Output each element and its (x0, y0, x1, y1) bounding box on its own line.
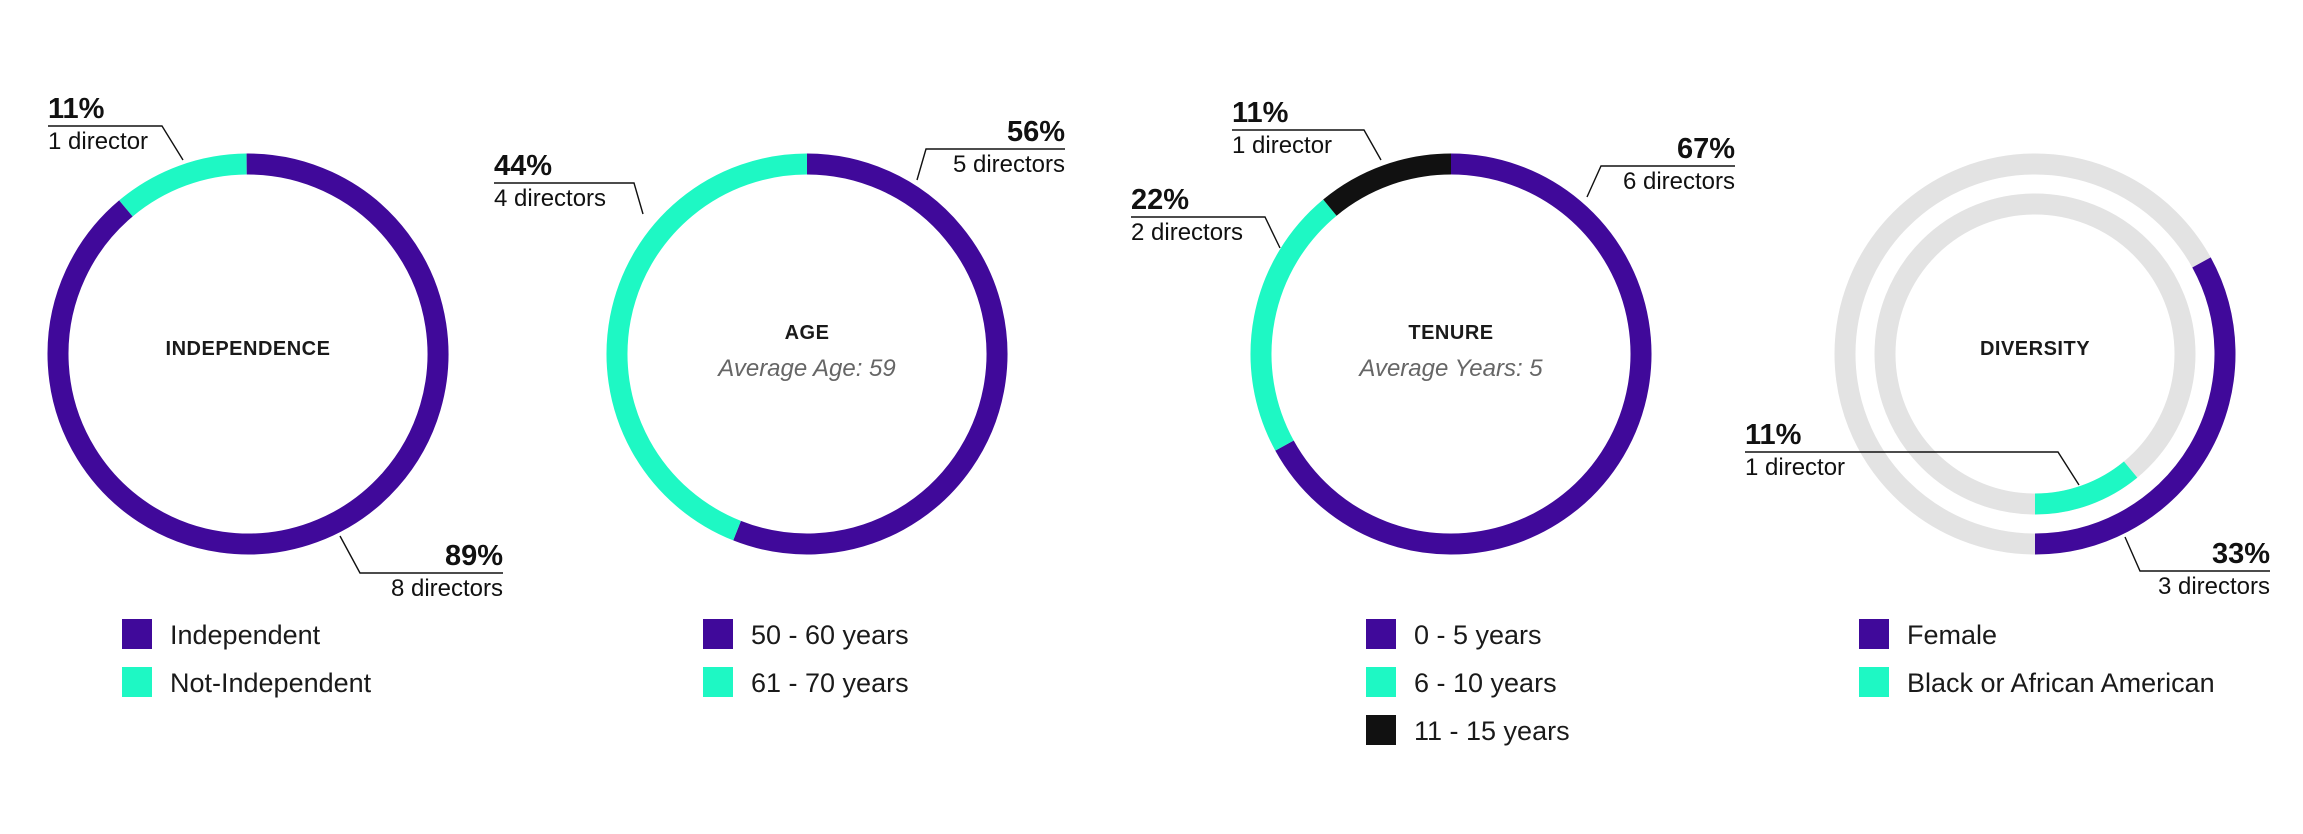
legend-swatch (1366, 619, 1396, 649)
age-slice-50-60-years (733, 153, 1008, 555)
legend-swatch (703, 667, 733, 697)
legend-label: 50 - 60 years (751, 620, 909, 650)
independence-slice-independent (47, 153, 449, 555)
leader-line (1745, 451, 2080, 486)
callout-61-70-years: 44% 4 directors (494, 150, 644, 215)
legend-label: 6 - 10 years (1414, 668, 1557, 698)
tenure-slice-6-10-years (1250, 199, 1337, 451)
leader-line (1131, 216, 1281, 249)
data-label-percent: 11% (48, 93, 105, 125)
data-label-directors: 1 director (1232, 132, 1332, 159)
data-label-directors: 2 directors (1131, 219, 1243, 246)
leader-line (2124, 536, 2270, 572)
independence-legend: Independent Not-Independent (122, 619, 372, 698)
legend-label: 61 - 70 years (751, 668, 909, 698)
data-label-directors: 8 directors (391, 575, 503, 602)
legend-label: 11 - 15 years (1414, 716, 1570, 746)
leader-line (916, 148, 1065, 181)
age-chart: AGE Average Age: 59 56% 5 directors 44% 4 dir… (494, 116, 1065, 698)
callout-0-5-years: 67% 6 directors (1586, 133, 1735, 198)
leader-line (339, 535, 503, 574)
leader-line (48, 125, 184, 161)
chart-center-subtitle: Average Years: 5 (1357, 355, 1543, 382)
tenure-legend: 0 - 5 years 6 - 10 years 11 - 15 years (1366, 619, 1570, 746)
independence-slice-not-independent (119, 153, 247, 217)
callout-independent: 89% 8 directors (339, 535, 503, 602)
diversity-chart: DIVERSITY 11% 1 director 33% 3 directors Fema… (1745, 153, 2270, 698)
legend-label: 0 - 5 years (1414, 620, 1542, 650)
diversity-arc-female (2034, 257, 2236, 555)
data-label-directors: 1 director (48, 128, 148, 155)
data-label-percent: 67% (1677, 133, 1735, 165)
leader-line (1586, 165, 1735, 198)
legend-swatch (122, 619, 152, 649)
chart-center-subtitle: Average Age: 59 (716, 355, 895, 382)
tenure-slice-11-15-years (1323, 153, 1452, 216)
diversity-legend: Female Black or African American (1859, 619, 2215, 698)
leader-line (1232, 129, 1382, 161)
legend-label: Not-Independent (170, 668, 372, 698)
chart-center-title: TENURE (1408, 322, 1493, 344)
data-label-percent: 89% (445, 540, 503, 572)
data-label-directors: 6 directors (1623, 168, 1735, 195)
data-label-percent: 44% (494, 150, 552, 182)
data-label-percent: 11% (1232, 97, 1289, 129)
chart-center-title: DIVERSITY (1980, 338, 2090, 360)
legend-label: Independent (170, 620, 321, 650)
callout-6-10-years: 22% 2 directors (1131, 184, 1281, 249)
data-label-directors: 3 directors (2158, 573, 2270, 600)
data-label-directors: 5 directors (953, 151, 1065, 178)
tenure-slice-0-5-years (1275, 153, 1652, 555)
age-legend: 50 - 60 years 61 - 70 years (703, 619, 909, 698)
data-label-percent: 11% (1745, 419, 1802, 451)
callout-not-independent: 11% 1 director (48, 93, 184, 161)
legend-label: Female (1907, 620, 1997, 650)
callout-black-or-african-american: 11% 1 director (1745, 419, 2080, 486)
leader-line (494, 182, 644, 215)
data-label-percent: 33% (2212, 538, 2270, 570)
legend-swatch (1366, 667, 1396, 697)
callout-female: 33% 3 directors (2124, 536, 2270, 600)
chart-center-title: AGE (785, 322, 830, 344)
callout-50-60-years: 56% 5 directors (916, 116, 1065, 181)
chart-center-title: INDEPENDENCE (166, 338, 331, 360)
age-slice-61-70-years (606, 153, 808, 541)
diversity-arc-black-or-african-american (2034, 461, 2138, 515)
data-label-directors: 4 directors (494, 185, 606, 212)
legend-swatch (122, 667, 152, 697)
legend-swatch (1859, 667, 1889, 697)
callout-11-15-years: 11% 1 director (1232, 97, 1382, 161)
independence-chart: INDEPENDENCE 11% 1 director 89% 8 directors I… (47, 93, 503, 698)
legend-swatch (703, 619, 733, 649)
legend-swatch (1859, 619, 1889, 649)
data-label-percent: 56% (1007, 116, 1065, 148)
data-label-directors: 1 director (1745, 454, 1845, 481)
data-label-percent: 22% (1131, 184, 1189, 216)
legend-label: Black or African American (1907, 668, 2215, 698)
legend-swatch (1366, 715, 1396, 745)
